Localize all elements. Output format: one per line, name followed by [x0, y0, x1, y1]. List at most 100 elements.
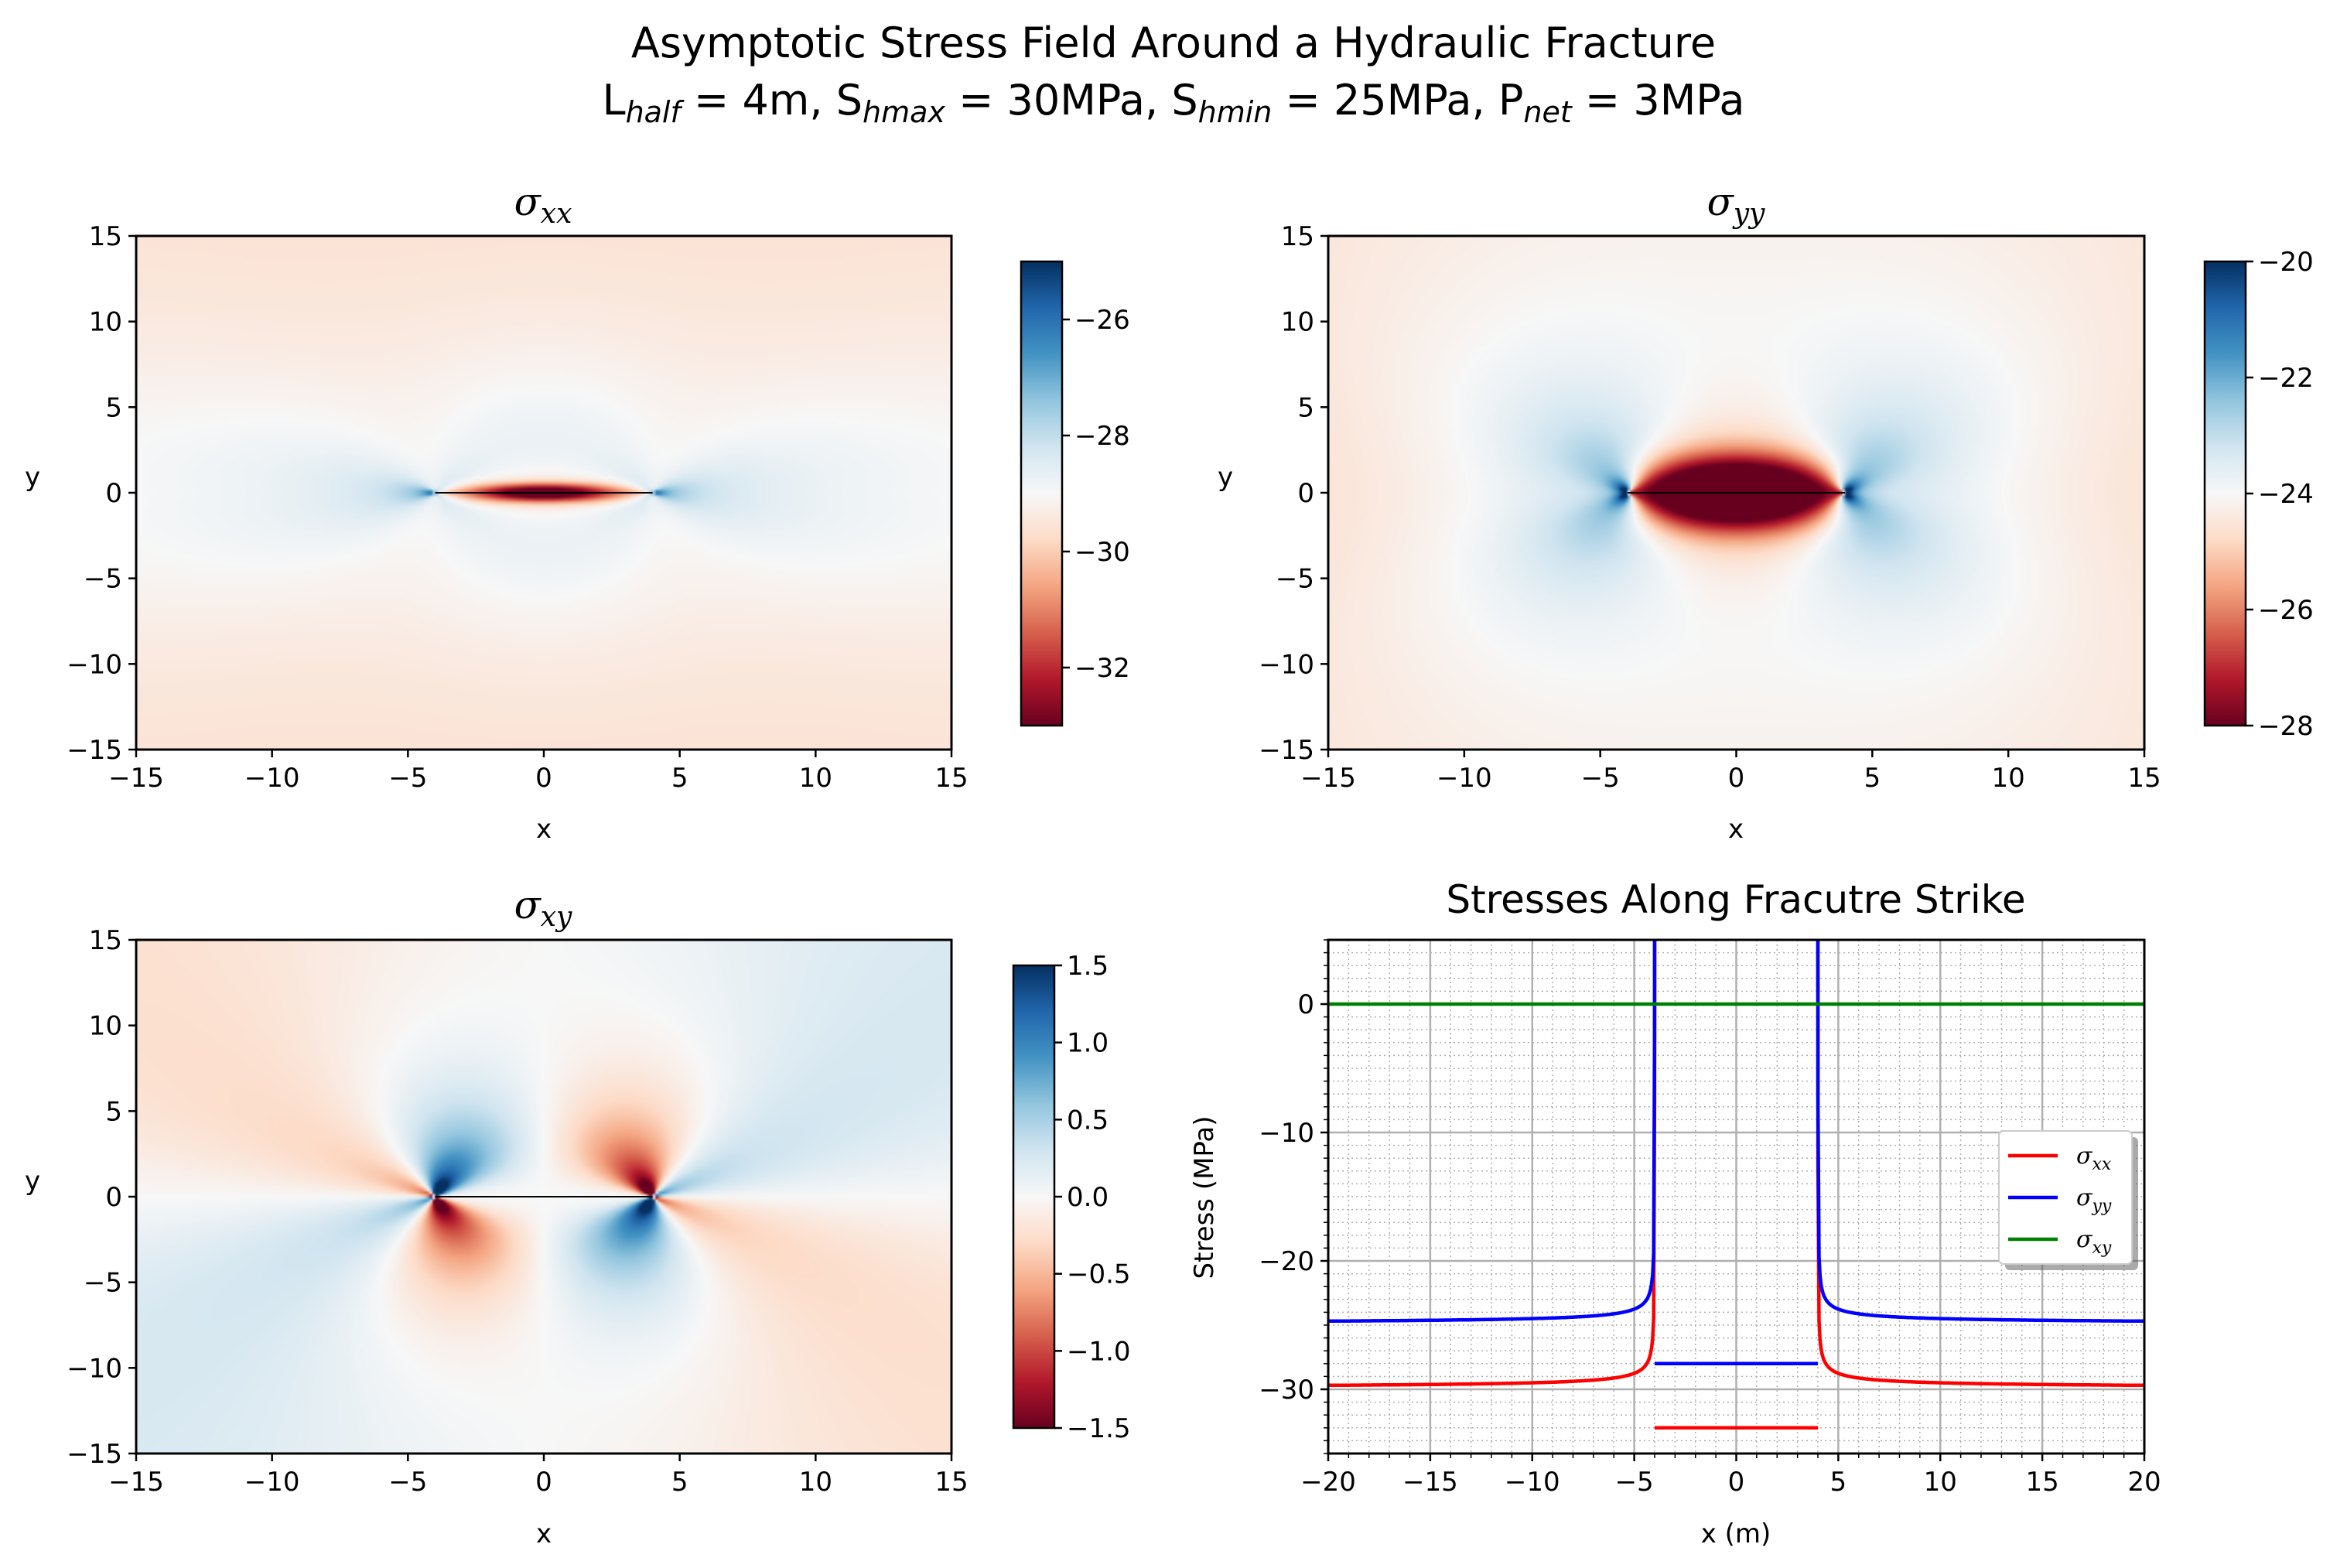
x-tick-label: 10 [1924, 1467, 1957, 1498]
legend-subscript: xx [2092, 1155, 2111, 1174]
panel-sigma-xy: σxy −15 −10 −5 0 5 10 15 −15 −10 −5 0 5 10 15 x y 1.… [25, 883, 1131, 1549]
colorbar-tick-label: −26 [1074, 305, 1130, 336]
y-tick-label: 5 [1297, 392, 1314, 423]
colorbar-tick-label: −22 [2258, 363, 2314, 394]
x-tick-label: −5 [388, 1467, 427, 1498]
y-tick-label: −20 [1259, 1246, 1314, 1277]
x-axis-label: x [536, 814, 552, 845]
colorbar [2203, 260, 2247, 727]
y-tick-label: −5 [84, 1268, 122, 1299]
x-tick-label: 0 [535, 1467, 552, 1498]
x-tick-label: 5 [671, 1467, 688, 1498]
y-tick-label: −15 [67, 735, 122, 766]
y-tick-label: −5 [1276, 564, 1314, 595]
x-axis: −15 −10 −5 0 5 10 15 [1300, 750, 2161, 794]
panel-title: σyy [1707, 179, 1765, 230]
panel-title: σxy [514, 883, 572, 933]
colorbar-ticks: −26 −28 −30 −32 [1062, 305, 1130, 684]
figure-title: Asymptotic Stress Field Around a Hydraul… [631, 19, 1716, 67]
x-axis: −15 −10 −5 0 5 10 15 [108, 750, 969, 794]
series-line-right [1816, 940, 2144, 1388]
title-subscript: yy [1732, 198, 1765, 230]
series-σxx [1328, 940, 2144, 1430]
colorbar-ticks: −20 −22 −24 −26 −28 [2246, 247, 2314, 742]
x-tick-label: −5 [1581, 763, 1620, 794]
legend-subscript: yy [2091, 1197, 2111, 1216]
x-tick-label: 15 [2127, 763, 2161, 794]
subtitle-segment: half [626, 95, 685, 129]
x-tick-label: −20 [1300, 1467, 1356, 1498]
x-tick-label: 0 [535, 763, 552, 794]
colorbar-tick-label: −30 [1074, 537, 1130, 568]
x-tick-label: 0 [1728, 763, 1745, 794]
series-lines [1328, 940, 2144, 1430]
series-line-right [1816, 940, 2144, 1324]
y-tick-label: 10 [89, 1011, 122, 1042]
x-tick-label: 10 [799, 763, 832, 794]
y-tick-label: 15 [89, 925, 122, 956]
legend-symbol: σ [2076, 1184, 2093, 1211]
x-tick-label: 20 [2127, 1467, 2161, 1498]
series-σyy [1328, 940, 2144, 1366]
y-axis: −15 −10 −5 0 5 10 15 [1259, 221, 1328, 766]
x-tick-label: −15 [108, 763, 164, 794]
y-tick-label: 10 [89, 307, 122, 338]
legend-label: σxy [2076, 1226, 2112, 1258]
title-symbol: σ [1707, 179, 1735, 224]
x-tick-label: 15 [934, 1467, 968, 1498]
y-tick-label: −10 [67, 1353, 122, 1384]
y-tick-label: 0 [105, 1182, 122, 1213]
colorbar [1012, 964, 1056, 1430]
series-group [1328, 940, 2144, 1430]
panel-stresses-along-strike: Stresses Along Fracutre Strike −20 −15 −10… [1189, 877, 2161, 1549]
subtitle-segment: = 25MPa, P [1272, 76, 1523, 125]
colorbar-tick-label: −26 [2258, 595, 2314, 626]
legend-symbol: σ [2076, 1226, 2093, 1253]
colorbar-tick-label: −1.5 [1067, 1413, 1131, 1444]
colorbar-tick-label: −24 [2258, 479, 2314, 510]
colorbar-tick-label: −1.0 [1067, 1336, 1131, 1367]
x-tick-label: −10 [1505, 1467, 1560, 1498]
subtitle-segment: L [602, 76, 625, 125]
series-line-left [1328, 940, 1657, 1388]
x-tick-label: −5 [1615, 1467, 1654, 1498]
subtitle-segment: = 30MPa, S [945, 76, 1198, 125]
y-axis: −30 −20 −10 0 [1259, 939, 1328, 1454]
x-axis-label: x [1728, 814, 1744, 845]
colorbar-tick-label: 0.5 [1067, 1105, 1109, 1136]
x-axis-label: x [536, 1518, 552, 1549]
colorbar-tick-label: 1.5 [1067, 951, 1109, 982]
colorbar-tick-label: 1.0 [1067, 1028, 1109, 1059]
x-tick-label: 15 [2025, 1467, 2058, 1498]
y-axis-label: Stress (MPa) [1189, 1116, 1220, 1279]
subtitle-segment: = 4m, S [681, 76, 863, 125]
x-tick-label: 0 [1728, 1467, 1745, 1498]
colorbar-tick-label: 0.0 [1067, 1182, 1109, 1213]
y-tick-label: 5 [105, 1096, 122, 1127]
y-axis: −15 −10 −5 0 5 10 15 [67, 925, 136, 1470]
y-tick-label: 0 [1297, 989, 1314, 1020]
x-tick-label: 5 [1864, 763, 1881, 794]
x-tick-label: 10 [1992, 763, 2025, 794]
colorbar-ticks: 1.5 1.0 0.5 0.0 −0.5 −1.0 −1.5 [1054, 951, 1131, 1444]
y-tick-label: 15 [1281, 221, 1314, 252]
x-tick-label: −10 [1437, 763, 1492, 794]
y-tick-label: 0 [1297, 478, 1314, 509]
x-tick-label: −5 [388, 763, 427, 794]
subtitle-segment: = 3MPa [1572, 76, 1745, 125]
y-tick-label: −30 [1259, 1375, 1314, 1406]
legend-box [1998, 1130, 2133, 1265]
y-tick-label: −5 [84, 564, 122, 595]
x-tick-label: 10 [799, 1467, 832, 1498]
y-tick-label: −15 [1259, 735, 1314, 766]
colorbar-tick-label: −20 [2258, 247, 2314, 278]
figure-subtitle: Lhalf = 4m, Shmax = 30MPa, Shmin = 25MPa… [602, 76, 1744, 129]
panel-title: Stresses Along Fracutre Strike [1446, 877, 2025, 922]
legend-label: σyy [2076, 1184, 2112, 1216]
y-tick-label: −15 [67, 1439, 122, 1470]
title-symbol: σ [514, 179, 542, 224]
y-tick-label: −10 [1259, 649, 1314, 680]
panel-sigma-xx: σxx −15 −10 −5 0 5 10 15 −15 −10 −5 0 5 10 15 x y −2… [25, 179, 1130, 845]
subtitle-segment: net [1523, 95, 1573, 129]
